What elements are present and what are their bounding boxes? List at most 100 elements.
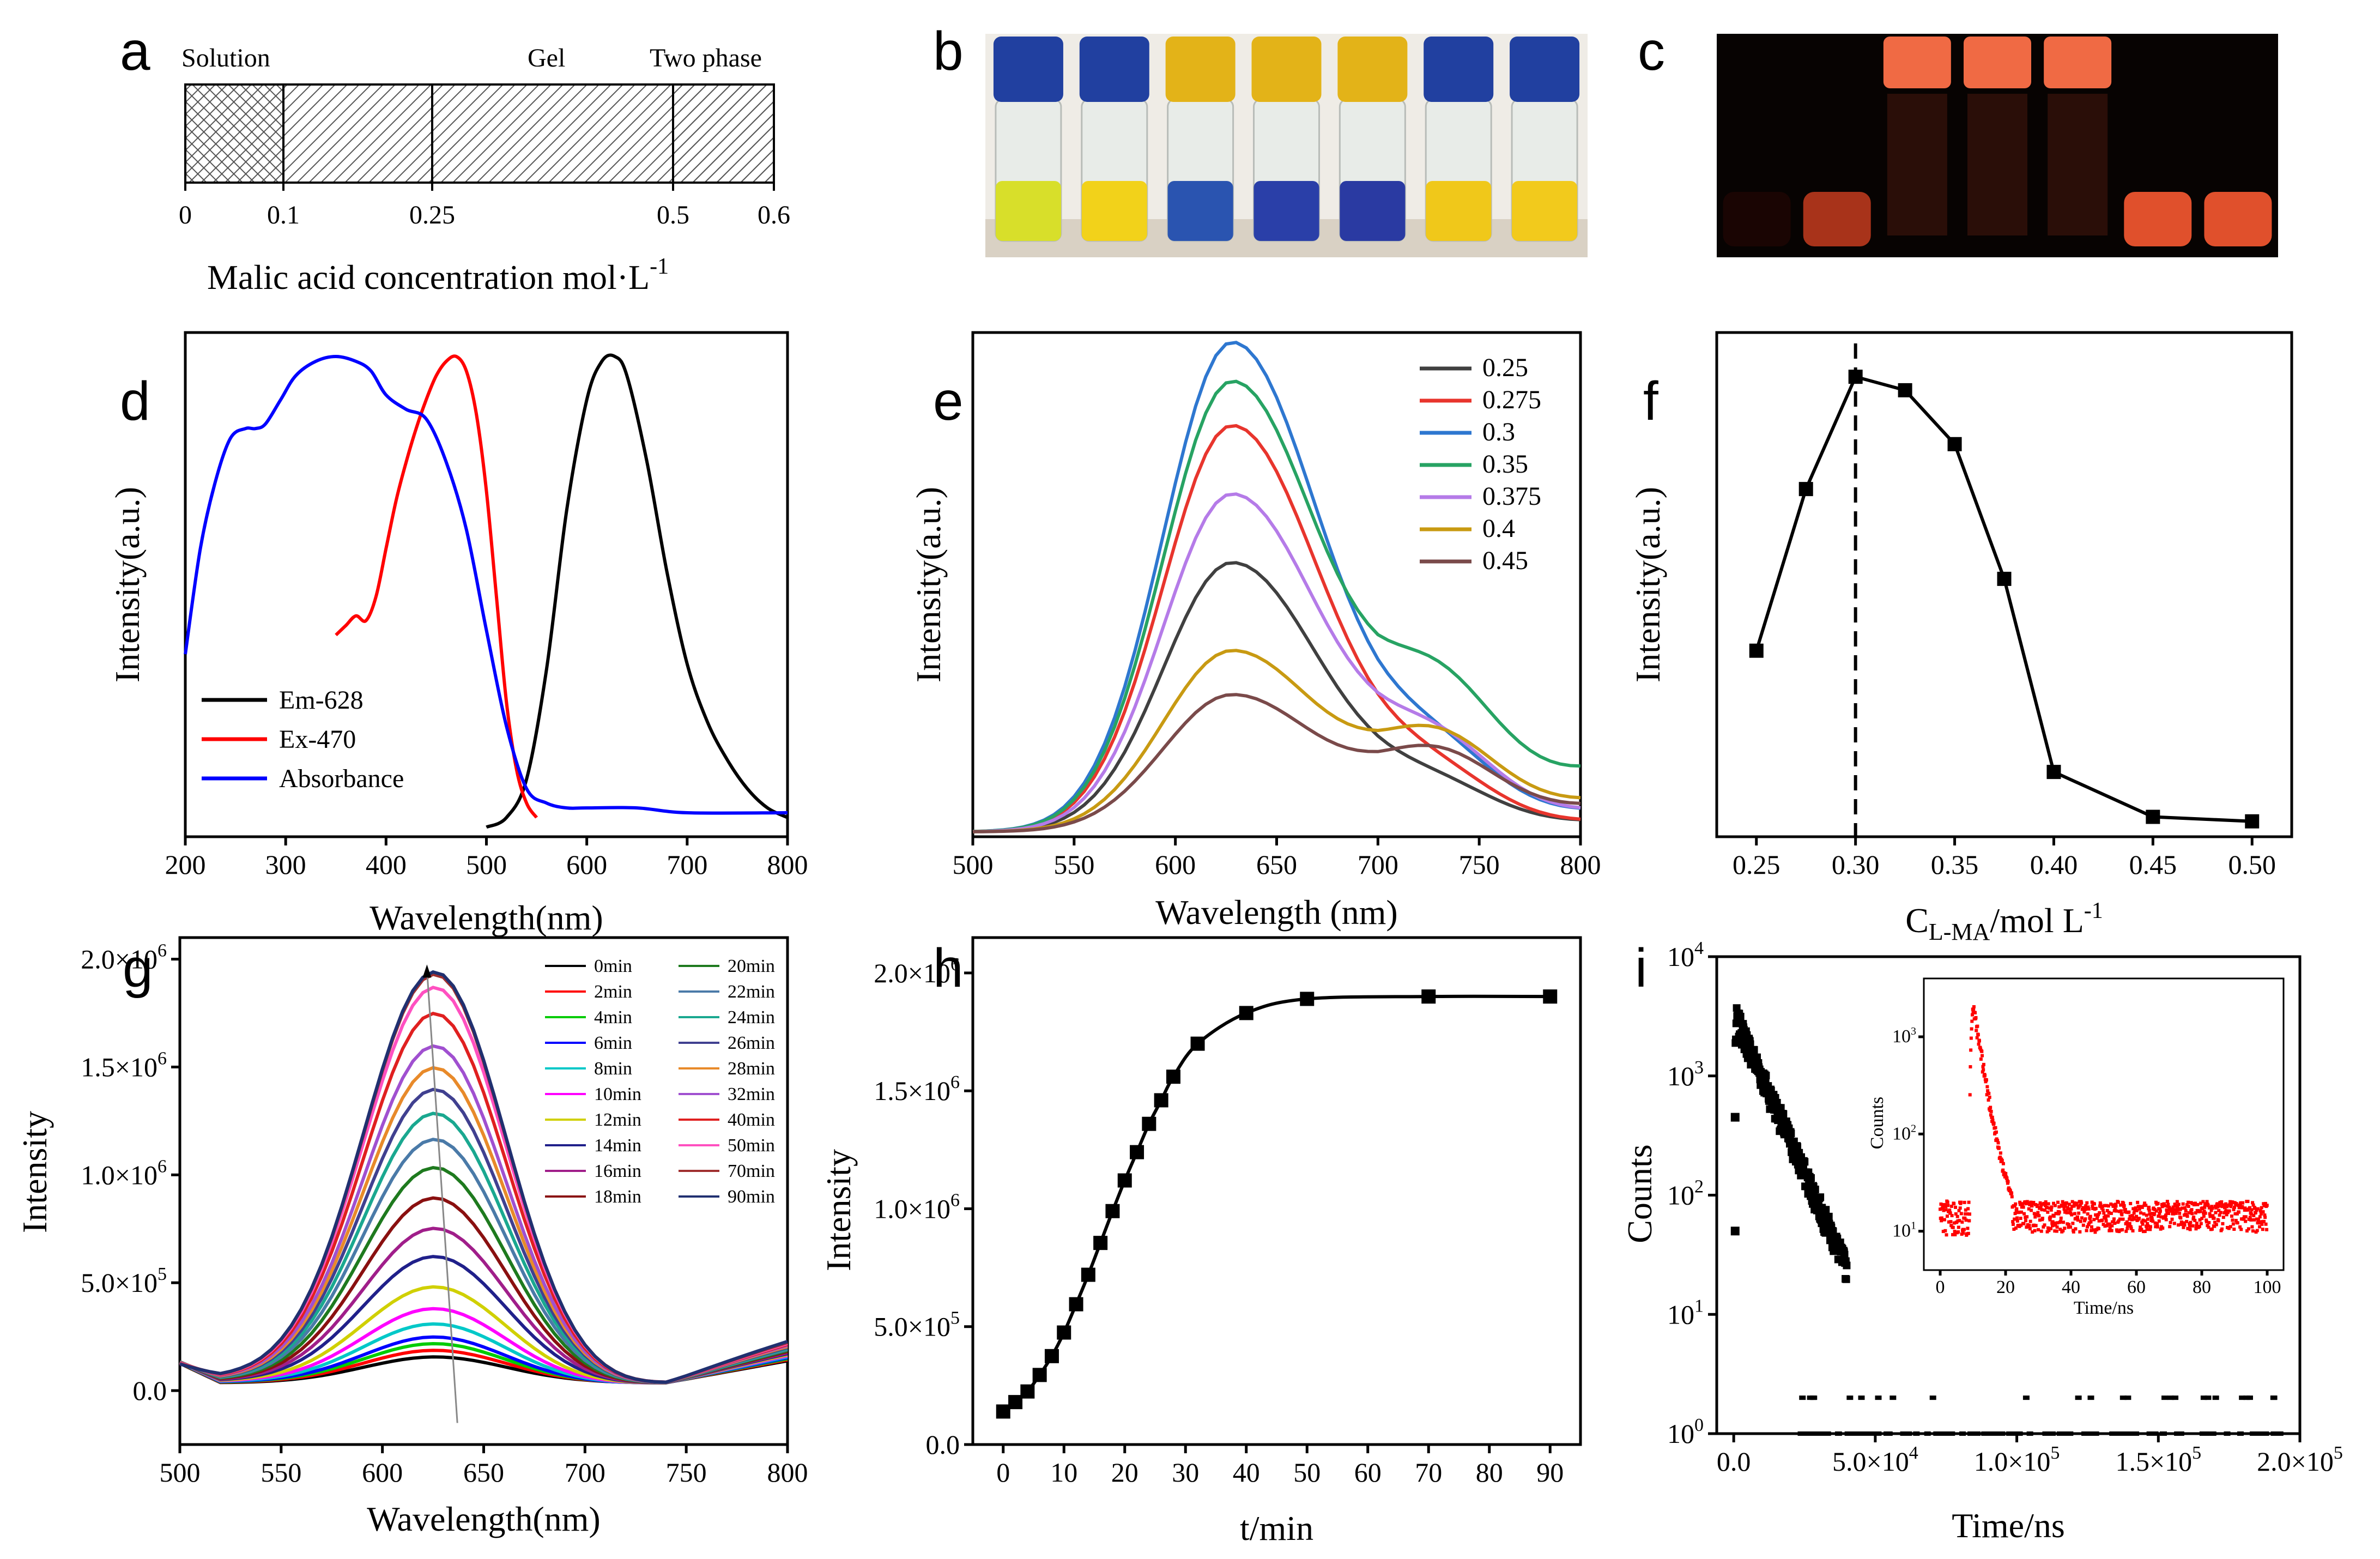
inset-point — [1975, 1029, 1978, 1032]
data-point — [2167, 1395, 2175, 1400]
inset-point — [2048, 1206, 2051, 1210]
data-point — [2260, 1431, 2267, 1436]
chart-e-emission: 500 550 600 650 700 750 800 Wavelength (nm) Inte… — [909, 331, 1601, 932]
uv-vial-body — [1967, 94, 2027, 235]
region-label-gel: Gel — [528, 44, 565, 72]
data-point — [2118, 1431, 2125, 1436]
data-point — [1093, 1236, 1108, 1250]
inset-point — [2119, 1209, 2123, 1213]
inset-y-base: 10 — [1892, 1221, 1911, 1241]
trend-arrow-head — [422, 964, 432, 978]
inset-point — [2128, 1222, 2131, 1225]
inset-point — [2187, 1211, 2191, 1214]
inset-point — [2142, 1212, 2146, 1216]
data-point — [2114, 1431, 2121, 1436]
inset-point — [2090, 1229, 2093, 1232]
x-tick-label: 0.40 — [2030, 849, 2078, 880]
x-axis-label-sup: -1 — [2084, 898, 2103, 923]
inset-point — [2040, 1208, 2044, 1212]
inset-point — [1979, 1047, 1983, 1051]
inset-point — [2129, 1225, 2133, 1229]
y-tick-label-mantissa: 0.0 — [133, 1375, 167, 1406]
inset-point — [2215, 1202, 2219, 1206]
inset-point — [2141, 1222, 2145, 1226]
inset-point — [2185, 1214, 2189, 1218]
kinetics-fit-line — [1002, 994, 1551, 1413]
data-point — [2172, 1395, 2179, 1400]
data-point — [2087, 1395, 2094, 1400]
data-point — [1854, 1431, 1861, 1436]
x-tick-label: 60 — [1354, 1457, 1382, 1488]
data-point — [1807, 1174, 1815, 1182]
data-point — [1166, 1069, 1180, 1084]
inset-point — [2029, 1200, 2033, 1204]
data-point — [1057, 1325, 1071, 1340]
vial-cap — [1424, 37, 1494, 102]
inset-point — [2069, 1225, 2073, 1229]
data-point — [1825, 1212, 1833, 1220]
x-tick-label: 0 — [996, 1457, 1010, 1488]
inset-point — [2130, 1214, 2134, 1218]
inset-point — [2252, 1218, 2256, 1222]
inset-point — [2223, 1206, 2227, 1210]
data-point — [1300, 992, 1315, 1006]
inset-point — [2104, 1214, 2108, 1218]
inset-point — [2155, 1222, 2159, 1225]
inset-point — [2229, 1205, 2233, 1208]
inset-point — [2239, 1228, 2243, 1231]
data-point — [1869, 1431, 1876, 1436]
inset-point — [2151, 1219, 2155, 1223]
inset-point — [1959, 1200, 1963, 1204]
inset-point — [2175, 1200, 2179, 1204]
inset-point — [2150, 1217, 2154, 1220]
inset-point — [2169, 1220, 2172, 1224]
inset-point — [2218, 1213, 2221, 1217]
inset-point — [2145, 1224, 2148, 1228]
inset-point — [2056, 1200, 2060, 1204]
inset-point — [1976, 1033, 1980, 1037]
inset-point — [2048, 1218, 2052, 1222]
data-point — [1802, 1431, 1809, 1436]
data-point — [2200, 1395, 2207, 1400]
inset-point — [2143, 1230, 2147, 1234]
inset-point — [2114, 1204, 2118, 1208]
decay-points — [1730, 1004, 2284, 1436]
inset-point — [2080, 1201, 2084, 1205]
inset-point — [2214, 1211, 2218, 1214]
inset-point — [1964, 1218, 1968, 1222]
inset-point — [2079, 1203, 2082, 1207]
data-point — [1885, 1431, 1892, 1436]
inset-point — [2167, 1212, 2171, 1216]
inset-x-tick-label: 0 — [1936, 1277, 1945, 1297]
chart-f-intensity-vs-concentration: 0.25 0.30 0.35 0.40 0.45 0.50 CL-MA/mol L-1 Int… — [1628, 331, 2293, 945]
inset-point — [2260, 1206, 2263, 1210]
uv-vial-body — [2048, 94, 2108, 235]
y-tick-exponent: 0 — [1694, 1415, 1704, 1435]
uv-liquid-glow — [2204, 192, 2272, 246]
inset-x-axis-label: Time/ns — [2074, 1298, 2134, 1318]
y-tick-label-exponent: 6 — [158, 1048, 167, 1068]
data-point — [1032, 1368, 1047, 1382]
inset-y-base: 10 — [1892, 1123, 1911, 1144]
y-tick-exponent: 2 — [1694, 1177, 1704, 1197]
inset-point — [1962, 1228, 1966, 1231]
x-tick-label: 600 — [1155, 849, 1196, 880]
inset-point — [1964, 1208, 1967, 1212]
inset-point — [2145, 1228, 2149, 1231]
inset-point — [2157, 1219, 2161, 1223]
data-point — [1762, 1071, 1770, 1079]
vial-liquid — [1253, 181, 1319, 241]
y-axis-label: Intensity — [15, 1111, 54, 1233]
data-point — [2046, 765, 2061, 780]
inset-point — [2137, 1217, 2141, 1220]
inset-point — [2126, 1224, 2130, 1228]
inset-point — [2248, 1216, 2252, 1219]
series-0.35 — [972, 379, 1581, 833]
inset-point — [2111, 1204, 2115, 1208]
inset-point — [2028, 1227, 2032, 1231]
vial-cap — [993, 37, 1063, 102]
inset-point — [2106, 1204, 2110, 1208]
inset-point — [2015, 1207, 2019, 1211]
inset-point — [2143, 1219, 2147, 1223]
